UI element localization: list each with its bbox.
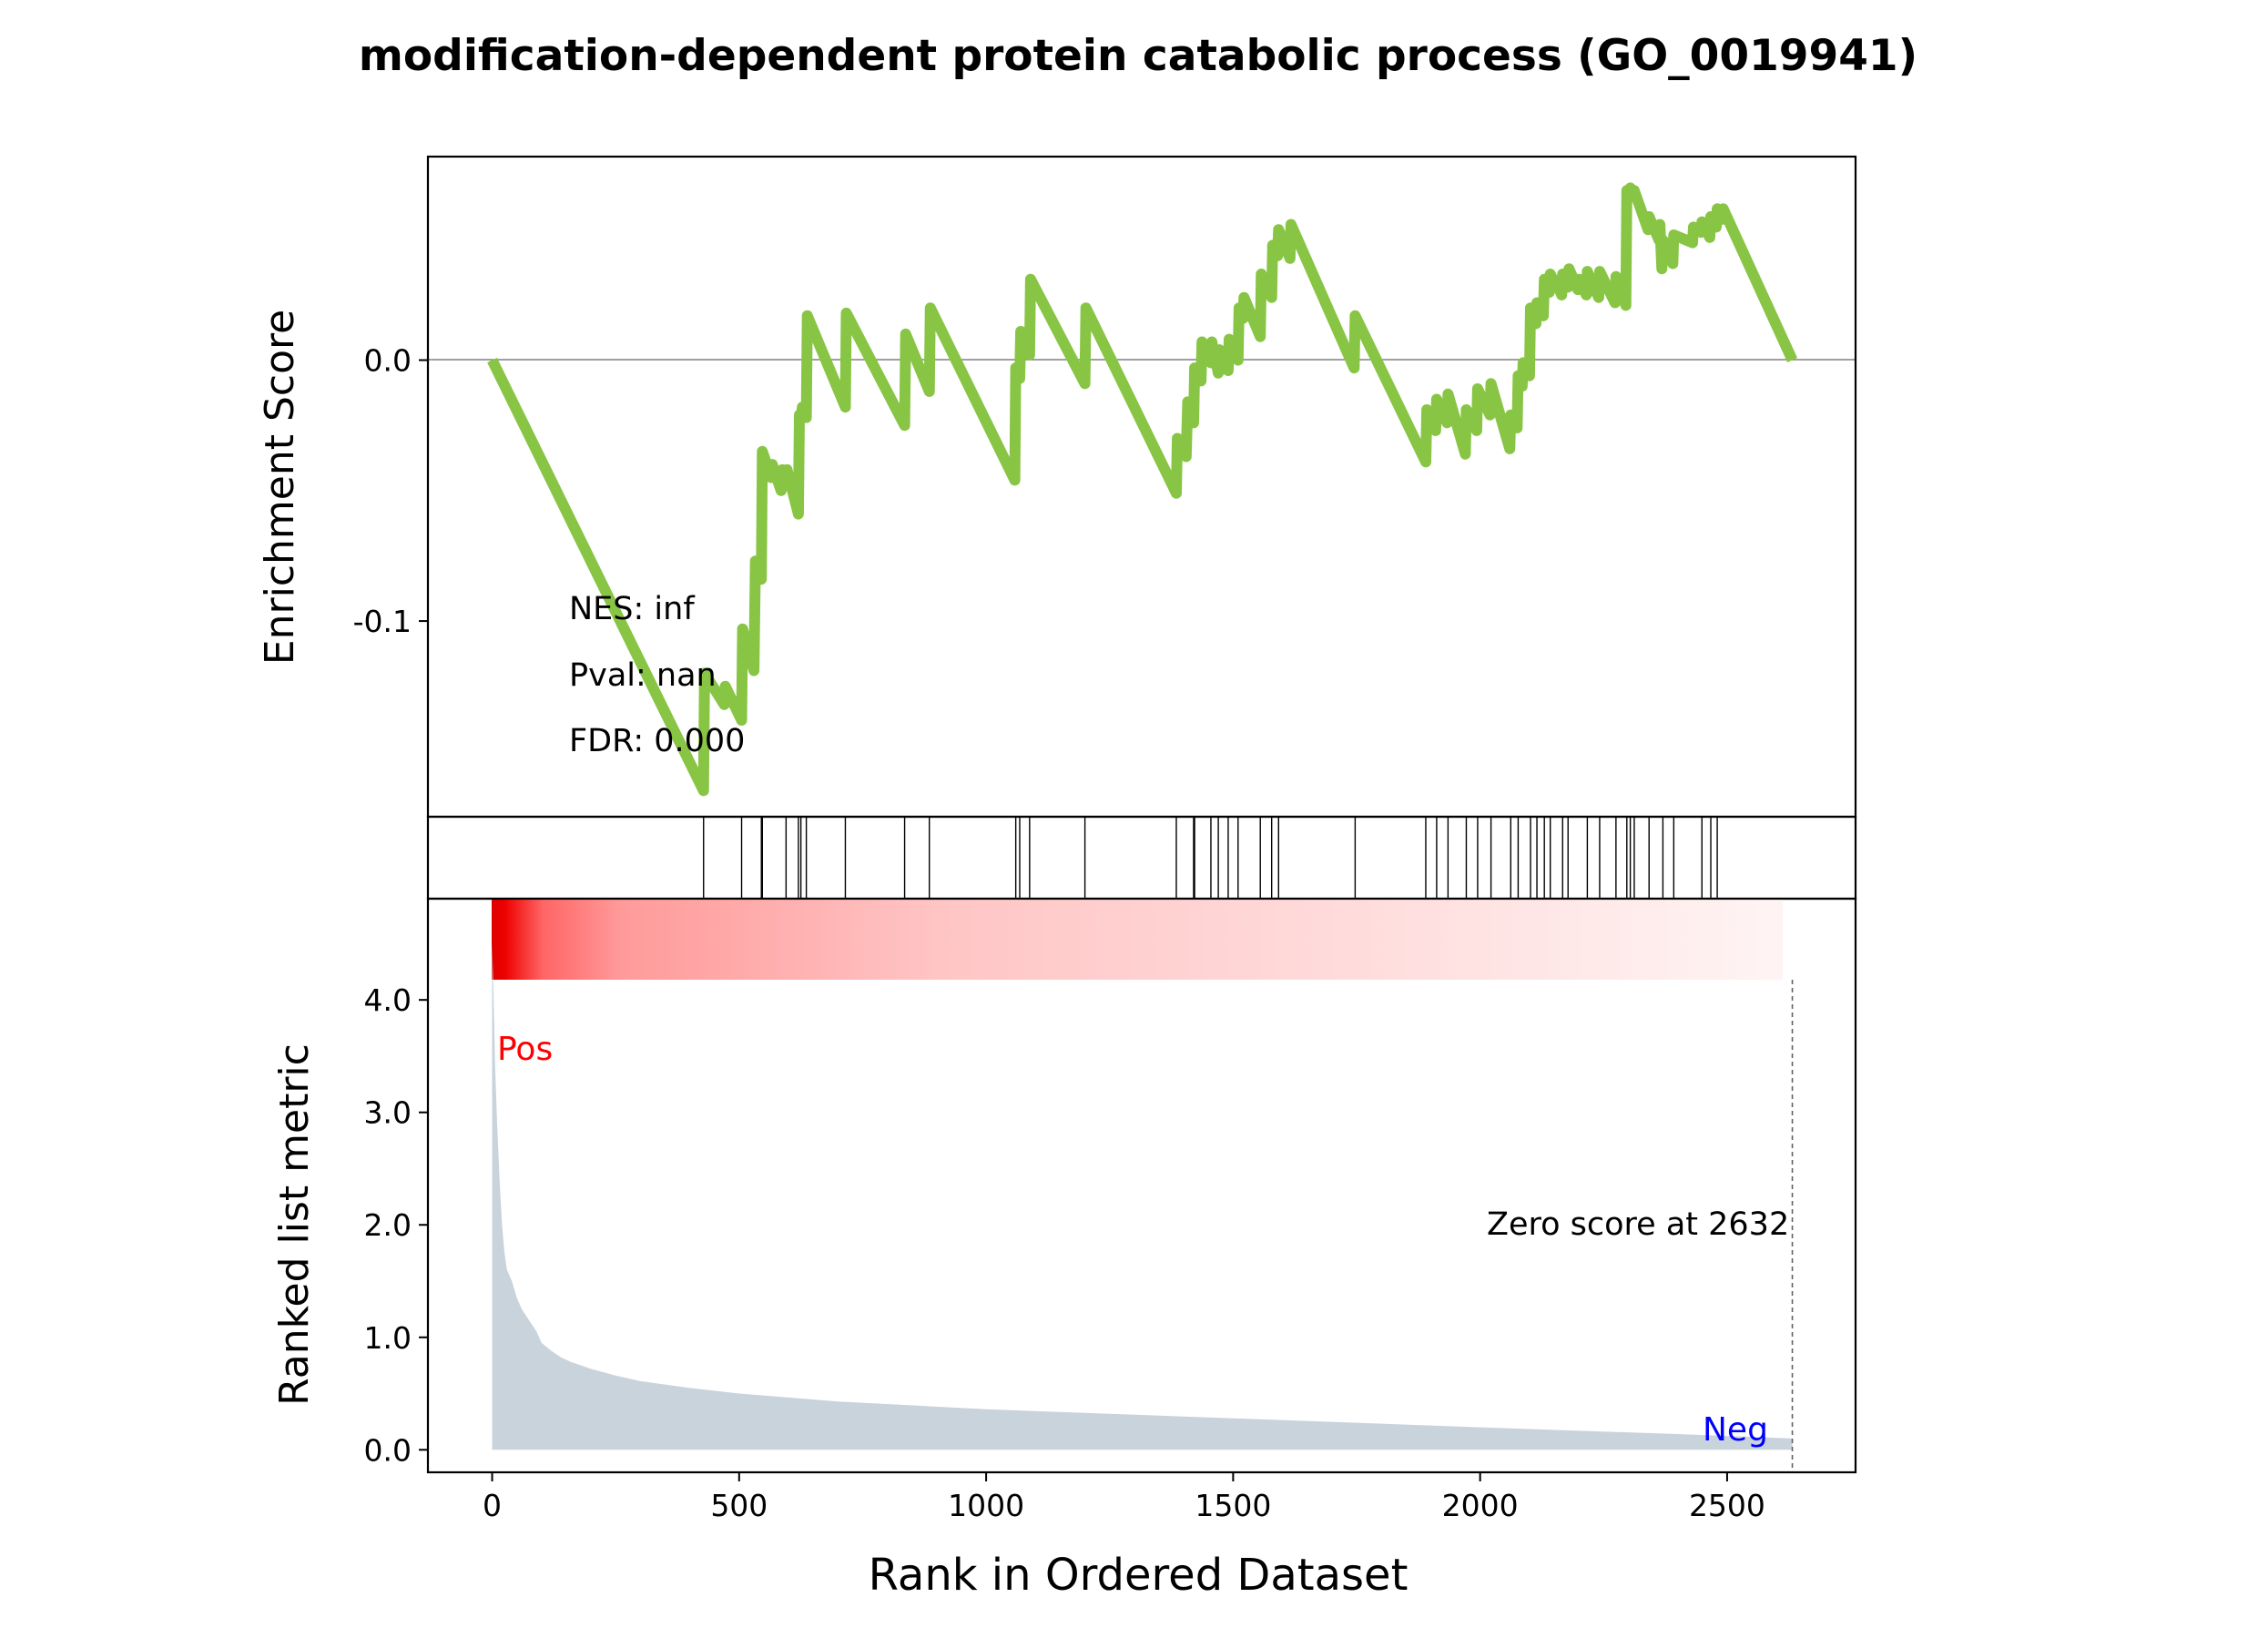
ranked-metric-area: [492, 943, 1793, 1450]
rank-panel-frame: [426, 897, 1857, 1474]
enrichment-score-panel: 0.0 -0.1 Enrichment Score NES: inf Pval: …: [257, 155, 1857, 819]
stat-nes: NES: inf: [569, 591, 695, 627]
rank-ytick-label: 2.0: [364, 1207, 412, 1243]
rank-xtick-label: 1000: [948, 1488, 1024, 1523]
es-ytick-label: -0.1: [353, 604, 412, 639]
rank-colorbar: [492, 900, 1783, 980]
rank-ylabel: Ranked list metric: [271, 1043, 318, 1406]
chart-title: modification-dependent protein catabolic…: [359, 31, 1917, 81]
rank-ytick-label: 1.0: [364, 1320, 412, 1356]
zero-score-text: Zero score at 2632: [1487, 1206, 1789, 1243]
rank-ytick-label: 3.0: [364, 1095, 412, 1131]
rank-xtick-label: 0: [483, 1488, 502, 1523]
rank-xtick-label: 500: [710, 1488, 768, 1523]
rank-ytick-label: 0.0: [364, 1432, 412, 1468]
ranked-metric-panel: Pos Neg Zero score at 2632 0.0 1.0 2.0 3.0 4…: [271, 897, 1857, 1601]
stat-pval: Pval: nan: [569, 657, 717, 694]
stat-fdr: FDR: 0.000: [569, 723, 745, 759]
rank-xtick-label: 1500: [1195, 1488, 1271, 1523]
es-ylabel: Enrichment Score: [257, 310, 303, 665]
es-ytick-label: 0.0: [364, 343, 412, 379]
neg-label: Neg: [1703, 1411, 1768, 1449]
rank-xtick-label: 2000: [1442, 1488, 1519, 1523]
pos-label: Pos: [497, 1031, 553, 1068]
rank-ytick-label: 4.0: [364, 982, 412, 1018]
enrichment-score-line: [487, 182, 1798, 797]
rank-xlabel: Rank in Ordered Dataset: [869, 1550, 1409, 1601]
rank-xtick-label: 2500: [1689, 1488, 1765, 1523]
